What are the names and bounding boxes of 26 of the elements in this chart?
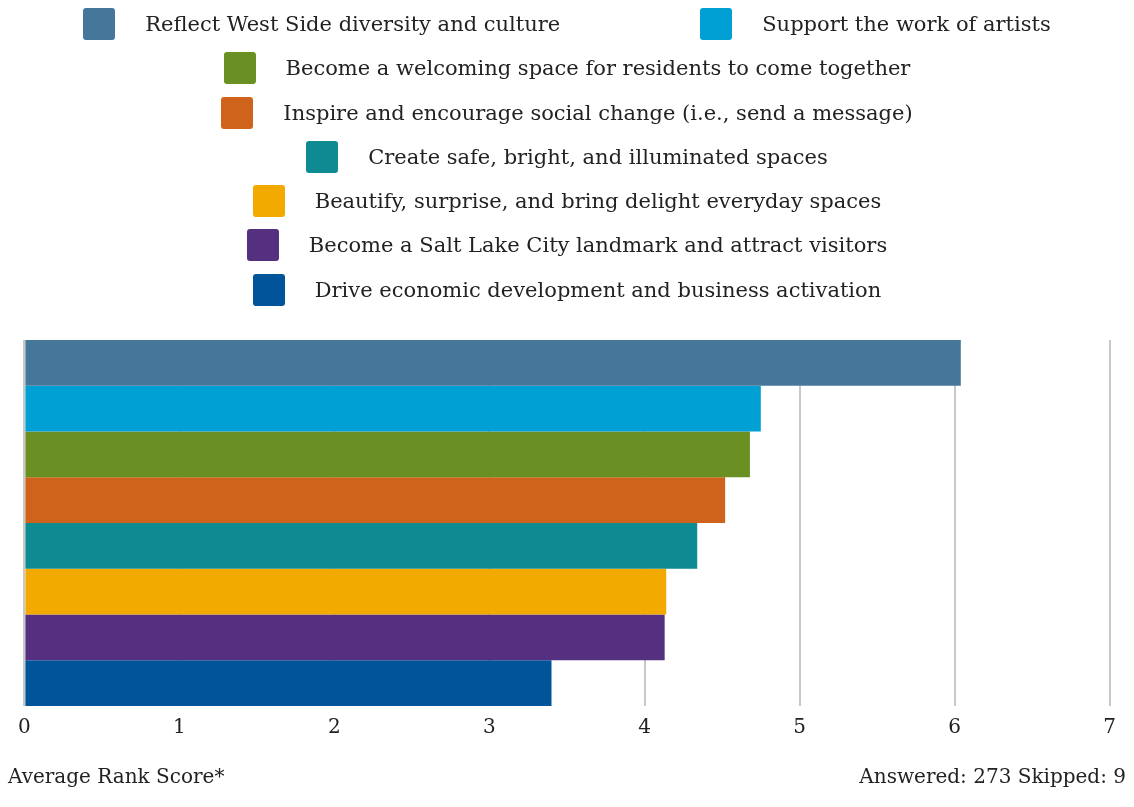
bar (25, 568, 667, 615)
legend-label: Create safe, bright, and illuminated spaces (368, 144, 828, 169)
bar (25, 385, 761, 432)
text: Answered: 273 Skipped: 9 (859, 764, 1126, 788)
bar (25, 431, 750, 478)
legend-label: Drive economic development and business activation (314, 277, 882, 302)
bar (25, 614, 665, 661)
x-tick-label: 0 (18, 714, 31, 739)
x-tick-label: 4 (638, 714, 651, 739)
legend-label: Support the work of artists (762, 12, 1051, 36)
legend-label: Become a Salt Lake City landmark and attract visitors (308, 233, 888, 258)
x-tick-label: 7 (1103, 714, 1116, 739)
legend-label: Reflect West Side diversity and culture (145, 12, 561, 36)
x-tick-label: 2 (328, 714, 341, 739)
bar (25, 523, 698, 569)
x-tick-label: 6 (948, 714, 961, 739)
legend-label: Become a welcoming space for residents to come together (285, 56, 911, 81)
x-axis-title: Average Rank Score* (8, 764, 225, 788)
x-tick-label: 1 (173, 714, 186, 739)
x-tick-label: 5 (793, 714, 806, 739)
bar (25, 660, 552, 706)
legend-label: Inspire and encourage social change (i.e., send a message) (283, 100, 913, 125)
bar (25, 340, 961, 386)
bar (25, 477, 726, 523)
legend-label: Beautify, surprise, and bring delight everyday spaces (314, 189, 882, 214)
x-tick-label: 3 (483, 714, 496, 739)
